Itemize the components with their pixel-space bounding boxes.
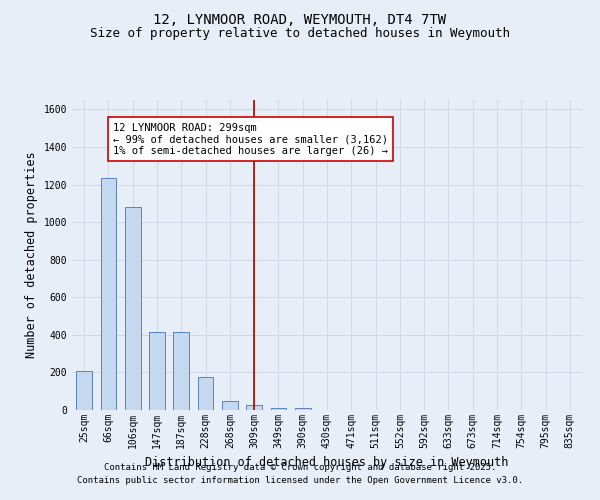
Bar [173,332,189,410]
Bar [222,400,238,410]
Text: Contains public sector information licensed under the Open Government Licence v3: Contains public sector information licen… [77,476,523,485]
Bar [271,408,286,410]
Bar [197,377,214,410]
Bar [125,207,140,410]
Bar [149,332,165,410]
Bar [76,372,92,410]
X-axis label: Distribution of detached houses by size in Weymouth: Distribution of detached houses by size … [145,456,509,469]
Text: 12, LYNMOOR ROAD, WEYMOUTH, DT4 7TW: 12, LYNMOOR ROAD, WEYMOUTH, DT4 7TW [154,12,446,26]
Bar [246,406,262,410]
Bar [101,178,116,410]
Text: Contains HM Land Registry data © Crown copyright and database right 2025.: Contains HM Land Registry data © Crown c… [104,464,496,472]
Bar [295,408,311,410]
Text: 12 LYNMOOR ROAD: 299sqm
← 99% of detached houses are smaller (3,162)
1% of semi-: 12 LYNMOOR ROAD: 299sqm ← 99% of detache… [113,122,388,156]
Y-axis label: Number of detached properties: Number of detached properties [25,152,38,358]
Text: Size of property relative to detached houses in Weymouth: Size of property relative to detached ho… [90,28,510,40]
